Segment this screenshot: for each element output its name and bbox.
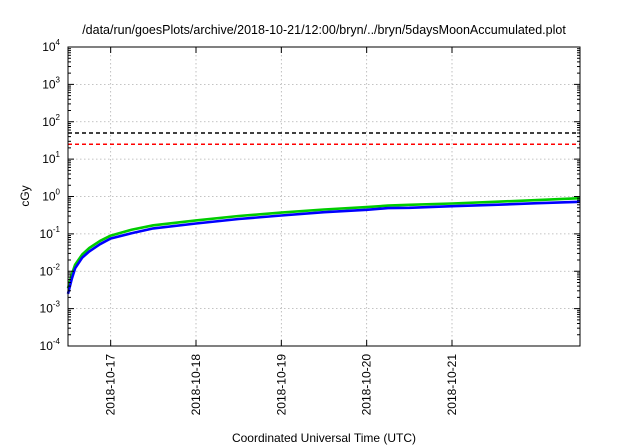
x-tick-label: 2018-10-18 [189, 354, 203, 416]
y-tick-label: 101 [42, 150, 60, 166]
x-tick-label: 2018-10-21 [445, 354, 459, 416]
threshold-lines [68, 132, 580, 146]
x-tick-label: 2018-10-20 [360, 354, 374, 416]
y-axis: 10-4 10-3 10-2 10-1 100 101 102 103 104 [40, 38, 580, 353]
y-tick-label: 10-1 [40, 225, 61, 241]
y-tick-label: 100 [42, 188, 60, 204]
y-tick-label: 102 [42, 113, 60, 129]
grid [68, 47, 580, 346]
y-tick-label: 104 [42, 38, 60, 54]
y-tick-label: 10-4 [40, 337, 61, 353]
chart-title: /data/run/goesPlots/archive/2018-10-21/1… [82, 23, 566, 37]
series-line [66, 200, 581, 295]
x-tick-label: 2018-10-17 [104, 354, 118, 416]
y-axis-label: cGy [18, 185, 32, 206]
x-tick-label: 2018-10-19 [274, 354, 288, 416]
series-lines [66, 196, 581, 295]
y-tick-label: 103 [42, 75, 60, 91]
x-axis: 2018-10-17 2018-10-18 2018-10-19 2018-10-20… [104, 47, 459, 415]
y-tick-label: 10-2 [40, 262, 61, 278]
x-axis-label: Coordinated Universal Time (UTC) [232, 431, 416, 445]
y-tick-label: 10-3 [40, 300, 61, 316]
series-line [66, 196, 581, 289]
